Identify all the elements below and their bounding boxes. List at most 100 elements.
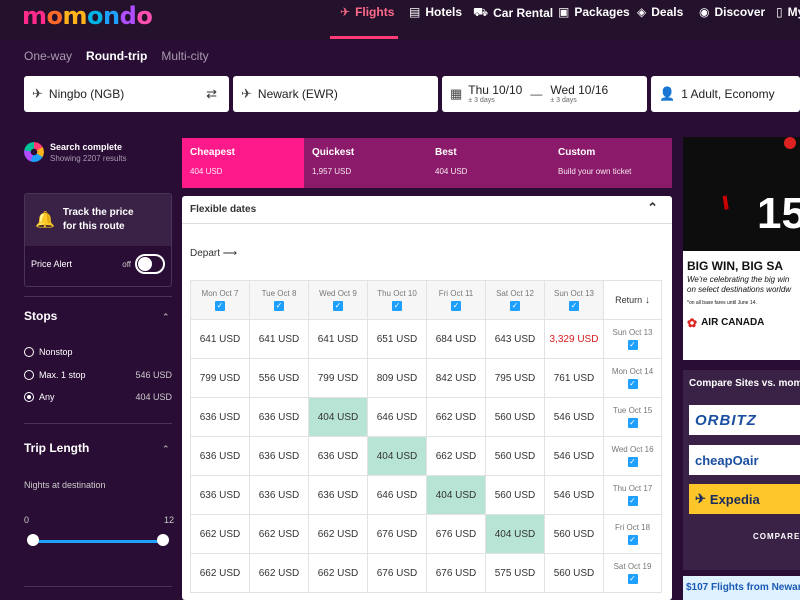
stop-option-nonstop[interactable]: Nonstop <box>24 347 172 357</box>
orbitz-logo[interactable]: ORBITZ <box>689 405 800 435</box>
price-cell[interactable]: 684 USD <box>426 319 486 359</box>
compare-all-button[interactable]: COMPARE A <box>753 532 800 541</box>
nights-slider-min-handle[interactable] <box>27 534 39 546</box>
stop-option-max-1[interactable]: Max. 1 stop 546 USD <box>24 370 172 380</box>
nights-slider-track[interactable] <box>32 540 164 543</box>
flexible-dates-header[interactable]: Flexible dates ⌃ <box>182 196 672 224</box>
checkbox-icon[interactable]: ✓ <box>627 340 638 350</box>
checkbox-icon[interactable]: ✓ <box>569 301 579 311</box>
price-cell[interactable]: 662 USD <box>426 436 486 476</box>
price-cell[interactable]: 546 USD <box>544 475 604 515</box>
price-cell[interactable]: 641 USD <box>249 319 309 359</box>
tab-custom[interactable]: Custom Build your own ticket <box>550 138 672 188</box>
destination-field[interactable]: ✈ Newark (EWR) <box>233 76 438 112</box>
price-cell[interactable]: 662 USD <box>190 514 250 554</box>
swap-icon[interactable]: ⇄ <box>206 86 217 101</box>
price-cell[interactable]: 662 USD <box>308 553 368 593</box>
nav-deals[interactable]: ◈ Deals <box>637 5 683 19</box>
origin-field[interactable]: ✈ Ningbo (NGB) ⇄ <box>24 76 229 112</box>
cheapoair-logo[interactable]: cheapOair <box>689 445 800 475</box>
passengers-field[interactable]: 👤 1 Adult, Economy <box>651 76 800 112</box>
nights-slider-max-handle[interactable] <box>157 534 169 546</box>
radio-button[interactable] <box>24 370 34 380</box>
chevron-up-icon[interactable]: ⌃ <box>162 312 170 322</box>
price-cell[interactable]: 761 USD <box>544 358 604 398</box>
price-cell[interactable]: 546 USD <box>544 397 604 437</box>
price-cell[interactable]: 676 USD <box>426 514 486 554</box>
price-cell-cheapest[interactable]: 404 USD <box>308 397 368 437</box>
price-cell[interactable]: 662 USD <box>426 397 486 437</box>
date-field[interactable]: ▦ Thu 10/10 ± 3 days — Wed 10/16 ± 3 day… <box>442 76 647 112</box>
price-cell[interactable]: 560 USD <box>485 397 545 437</box>
price-cell[interactable]: 546 USD <box>544 436 604 476</box>
trip-multi-city[interactable]: Multi-city <box>161 49 209 63</box>
price-cell[interactable]: 809 USD <box>367 358 427 398</box>
checkbox-icon[interactable]: ✓ <box>333 301 343 311</box>
price-cell[interactable]: 560 USD <box>485 475 545 515</box>
price-cell[interactable]: 575 USD <box>485 553 545 593</box>
price-cell-cheapest[interactable]: 404 USD <box>367 436 427 476</box>
price-alert-toggle[interactable]: off <box>122 254 165 274</box>
checkbox-icon[interactable]: ✓ <box>627 535 638 545</box>
nav-hotels[interactable]: ▤ Hotels <box>409 5 462 19</box>
stop-option-any[interactable]: Any 404 USD <box>24 392 172 402</box>
price-cell-expensive[interactable]: 3,329 USD <box>544 319 604 359</box>
price-cell[interactable]: 636 USD <box>190 397 250 437</box>
price-cell[interactable]: 636 USD <box>308 436 368 476</box>
momondo-logo[interactable]: momondo <box>22 2 153 30</box>
toggle-switch[interactable] <box>135 254 165 274</box>
ad-close-icon[interactable] <box>784 137 796 149</box>
chevron-up-icon[interactable]: ⌃ <box>162 444 170 454</box>
tab-cheapest[interactable]: Cheapest 404 USD <box>182 138 304 188</box>
price-cell[interactable]: 676 USD <box>367 553 427 593</box>
checkbox-icon[interactable]: ✓ <box>392 301 402 311</box>
price-cell[interactable]: 799 USD <box>308 358 368 398</box>
price-cell[interactable]: 560 USD <box>544 514 604 554</box>
price-cell[interactable]: 636 USD <box>190 436 250 476</box>
nav-discover[interactable]: ◉ Discover <box>699 5 765 19</box>
trip-length-heading[interactable]: Trip Length <box>24 441 90 455</box>
checkbox-icon[interactable]: ✓ <box>627 496 638 506</box>
stops-heading[interactable]: Stops <box>24 309 58 323</box>
checkbox-icon[interactable]: ✓ <box>627 574 638 584</box>
radio-button[interactable] <box>24 347 34 357</box>
price-cell[interactable]: 646 USD <box>367 475 427 515</box>
price-cell[interactable]: 662 USD <box>190 553 250 593</box>
price-cell[interactable]: 662 USD <box>249 553 309 593</box>
expedia-logo[interactable]: ✈ Expedia <box>689 484 800 514</box>
checkbox-icon[interactable]: ✓ <box>215 301 225 311</box>
price-cell[interactable]: 556 USD <box>249 358 309 398</box>
checkbox-icon[interactable]: ✓ <box>627 418 638 428</box>
price-cell-cheapest[interactable]: 404 USD <box>485 514 545 554</box>
radio-button-selected[interactable] <box>24 392 34 402</box>
checkbox-icon[interactable]: ✓ <box>510 301 520 311</box>
price-cell-cheapest[interactable]: 404 USD <box>426 475 486 515</box>
price-cell[interactable]: 636 USD <box>308 475 368 515</box>
price-cell[interactable]: 676 USD <box>426 553 486 593</box>
chevron-up-icon[interactable]: ⌃ <box>647 200 658 215</box>
price-cell[interactable]: 641 USD <box>308 319 368 359</box>
price-cell[interactable]: 799 USD <box>190 358 250 398</box>
air-canada-ad[interactable]: /// 15 BIG WIN, BIG SA We're celebrating… <box>683 137 800 360</box>
nav-flights[interactable]: ✈ Flights <box>340 5 394 19</box>
tab-best[interactable]: Best 404 USD <box>427 138 550 188</box>
nav-packages[interactable]: ▣ Packages <box>558 5 630 19</box>
price-cell[interactable]: 643 USD <box>485 319 545 359</box>
price-cell[interactable]: 641 USD <box>190 319 250 359</box>
price-cell[interactable]: 636 USD <box>249 475 309 515</box>
price-cell[interactable]: 560 USD <box>544 553 604 593</box>
tab-quickest[interactable]: Quickest 1,957 USD <box>304 138 427 188</box>
trip-one-way[interactable]: One-way <box>24 49 73 63</box>
price-cell[interactable]: 560 USD <box>485 436 545 476</box>
price-cell[interactable]: 646 USD <box>367 397 427 437</box>
price-cell[interactable]: 676 USD <box>367 514 427 554</box>
price-cell[interactable]: 662 USD <box>249 514 309 554</box>
checkbox-icon[interactable]: ✓ <box>627 379 638 389</box>
price-cell[interactable]: 662 USD <box>308 514 368 554</box>
checkbox-icon[interactable]: ✓ <box>627 457 638 467</box>
price-cell[interactable]: 842 USD <box>426 358 486 398</box>
nav-my-account[interactable]: ▯ My <box>776 5 800 19</box>
price-cell[interactable]: 651 USD <box>367 319 427 359</box>
deal-banner[interactable]: $107 Flights from Newar <box>683 576 800 600</box>
trip-round-trip[interactable]: Round-trip <box>86 49 148 63</box>
